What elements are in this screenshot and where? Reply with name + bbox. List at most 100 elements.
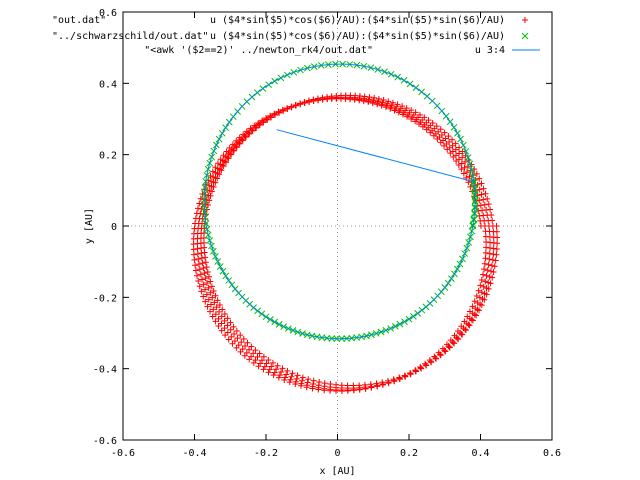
plus-marker: [271, 111, 278, 118]
plus-marker: [316, 378, 323, 385]
legend-file-2: "../schwarzschild/out.dat": [52, 31, 209, 42]
plus-marker: [195, 261, 202, 268]
plus-marker: [252, 123, 259, 130]
plus-marker: [476, 175, 483, 182]
plus-marker: [421, 114, 428, 121]
plus-marker: [213, 304, 220, 311]
plus-marker: [485, 261, 492, 268]
plus-marker: [481, 266, 488, 273]
plus-marker: [194, 245, 201, 252]
plus-marker: [235, 342, 242, 349]
plus-marker: [458, 160, 465, 167]
plus-marker: [278, 368, 285, 375]
plus-marker: [218, 313, 225, 320]
plus-marker: [466, 173, 473, 180]
plus-marker: [407, 370, 414, 377]
legend-file-3: "<awk '($2==2)' ../newton_rk4/out.dat": [144, 45, 373, 56]
plus-marker: [276, 372, 283, 379]
plus-marker: [275, 374, 282, 381]
plus-marker: [446, 344, 453, 351]
plus-marker: [304, 382, 311, 389]
plus-marker: [212, 164, 219, 171]
plus-marker: [305, 376, 312, 383]
plus-marker: [242, 343, 249, 350]
plus-marker: [199, 260, 206, 267]
plus-marker: [200, 265, 207, 272]
plus-marker: [274, 362, 281, 369]
plus-marker: [289, 370, 296, 377]
plus-marker: [454, 335, 461, 342]
plus-marker: [455, 336, 462, 343]
plus-marker: [305, 97, 312, 104]
plus-marker: [218, 167, 225, 174]
plus-marker: [356, 382, 363, 389]
plus-marker: [196, 200, 203, 207]
plus-marker: [483, 244, 490, 251]
plus-marker: [429, 120, 436, 127]
plus-marker: [270, 372, 277, 379]
plus-marker: [224, 329, 231, 336]
plus-marker: [466, 322, 473, 329]
plus-marker: [243, 349, 250, 356]
plus-marker: [273, 366, 280, 373]
plus-marker: [230, 323, 237, 330]
plus-marker: [215, 315, 222, 322]
plus-marker: [265, 369, 272, 376]
plus-marker: [199, 276, 206, 283]
y-tick-label: -0.6: [93, 436, 117, 447]
plus-marker: [310, 96, 317, 103]
plus-marker: [473, 293, 480, 300]
plus-marker: [207, 172, 214, 179]
plus-marker: [201, 270, 208, 277]
plus-marker: [239, 346, 246, 353]
plus-marker: [205, 284, 212, 291]
plus-marker: [433, 123, 440, 130]
plus-marker: [288, 103, 295, 110]
plus-marker: [412, 367, 419, 374]
plus-marker: [488, 211, 495, 218]
plus-marker: [231, 330, 238, 337]
plus-marker: [489, 217, 496, 224]
plus-marker: [294, 372, 301, 379]
plus-marker: [196, 266, 203, 273]
plus-marker: [198, 288, 205, 295]
plus-marker: [195, 277, 202, 284]
plus-marker: [441, 129, 448, 136]
plus-marker: [264, 116, 271, 123]
plus-marker: [459, 154, 466, 161]
plus-marker: [458, 331, 465, 338]
plus-marker: [195, 256, 202, 263]
plus-marker: [204, 201, 211, 208]
legend-file-1: "out.dat": [52, 15, 106, 26]
plus-marker: [232, 143, 239, 150]
plus-marker: [248, 126, 255, 133]
plus-marker: [269, 359, 276, 366]
plus-marker: [220, 163, 227, 170]
plus-marker: [190, 246, 197, 253]
plus-marker: [287, 376, 294, 383]
plus-marker: [476, 307, 483, 314]
plus-marker: [292, 378, 299, 385]
plus-marker: [221, 158, 228, 165]
series-line: [203, 63, 476, 340]
plus-marker: [215, 323, 222, 330]
plus-marker: [494, 240, 501, 247]
plus-marker: [487, 206, 494, 213]
plus-marker: [488, 262, 495, 269]
plus-marker: [482, 249, 489, 256]
plus-marker: [279, 365, 286, 372]
plus-marker: [238, 339, 245, 346]
plus-marker: [256, 122, 263, 129]
plus-marker: [428, 358, 435, 365]
plus-marker: [478, 191, 485, 198]
plus-marker: [486, 256, 493, 263]
plus-marker: [401, 372, 408, 379]
plus-marker: [385, 98, 392, 105]
plus-marker: [367, 381, 374, 388]
plus-marker: [280, 107, 287, 114]
plus-marker: [214, 175, 221, 182]
plus-marker: [417, 365, 424, 372]
plus-marker: [299, 374, 306, 381]
plus-marker: [432, 355, 439, 362]
plus-marker: [209, 313, 216, 320]
